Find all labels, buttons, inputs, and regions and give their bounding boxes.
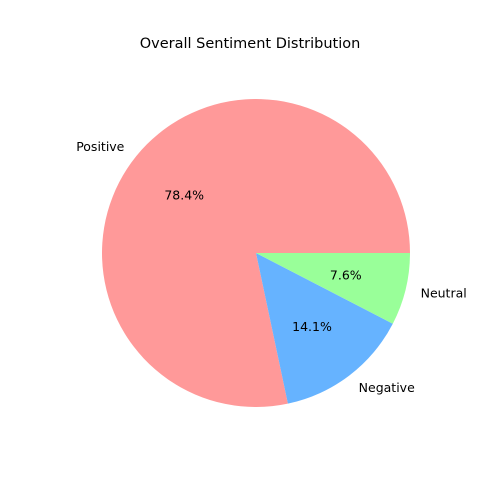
pct-label-neutral: 7.6% xyxy=(330,267,362,282)
pct-label-positive: 78.4% xyxy=(164,187,204,202)
pct-label-negative: 14.1% xyxy=(292,319,332,334)
pie-slice-negative xyxy=(256,253,393,404)
pie-labels: 78.4% Positive 14.1% Negative 7.6% Neutral xyxy=(76,139,467,395)
category-label-negative: Negative xyxy=(359,380,415,395)
category-label-positive: Positive xyxy=(76,139,124,154)
pie-slice-neutral xyxy=(256,253,410,324)
pie-slices xyxy=(101,99,410,408)
category-label-neutral: Neutral xyxy=(421,286,467,301)
chart-title: Overall Sentiment Distribution xyxy=(139,36,361,52)
pie-slice-positive xyxy=(101,99,410,408)
